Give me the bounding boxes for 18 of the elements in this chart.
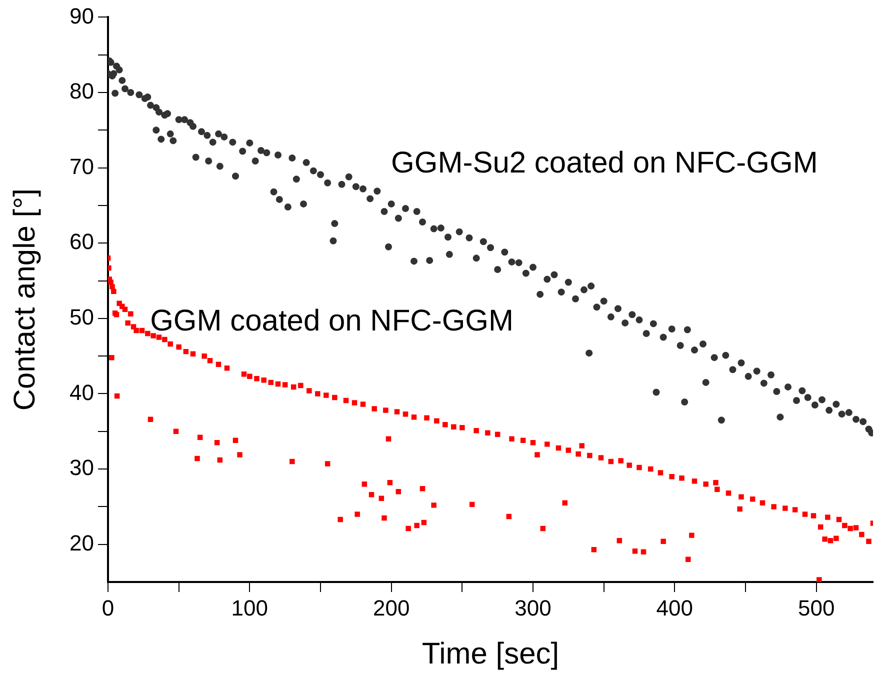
x-tick-label: 0 (102, 595, 114, 620)
y-tick-label: 70 (70, 154, 94, 179)
y-tick-label: 60 (70, 229, 94, 254)
series-label: GGM-Su2 coated on NFC-GGM (391, 146, 818, 180)
y-tick-label: 50 (70, 304, 94, 330)
x-tick-label: 400 (656, 595, 694, 620)
y-tick-label: 90 (70, 3, 94, 28)
x-tick-label: 300 (514, 595, 552, 620)
x-tick-label: 100 (231, 595, 268, 620)
y-tick-label: 30 (70, 455, 94, 480)
y-tick-label: 20 (70, 530, 94, 556)
series-label: GGM coated on NFC-GGM (150, 304, 514, 338)
x-axis-title: Time [sec] (422, 637, 560, 670)
y-tick-label: 80 (70, 78, 94, 104)
x-tick-label: 200 (372, 595, 410, 620)
y-axis-title: Contact angle [°] (8, 188, 42, 411)
x-tick-label: 500 (798, 595, 835, 620)
y-tick-label: 40 (70, 380, 94, 405)
